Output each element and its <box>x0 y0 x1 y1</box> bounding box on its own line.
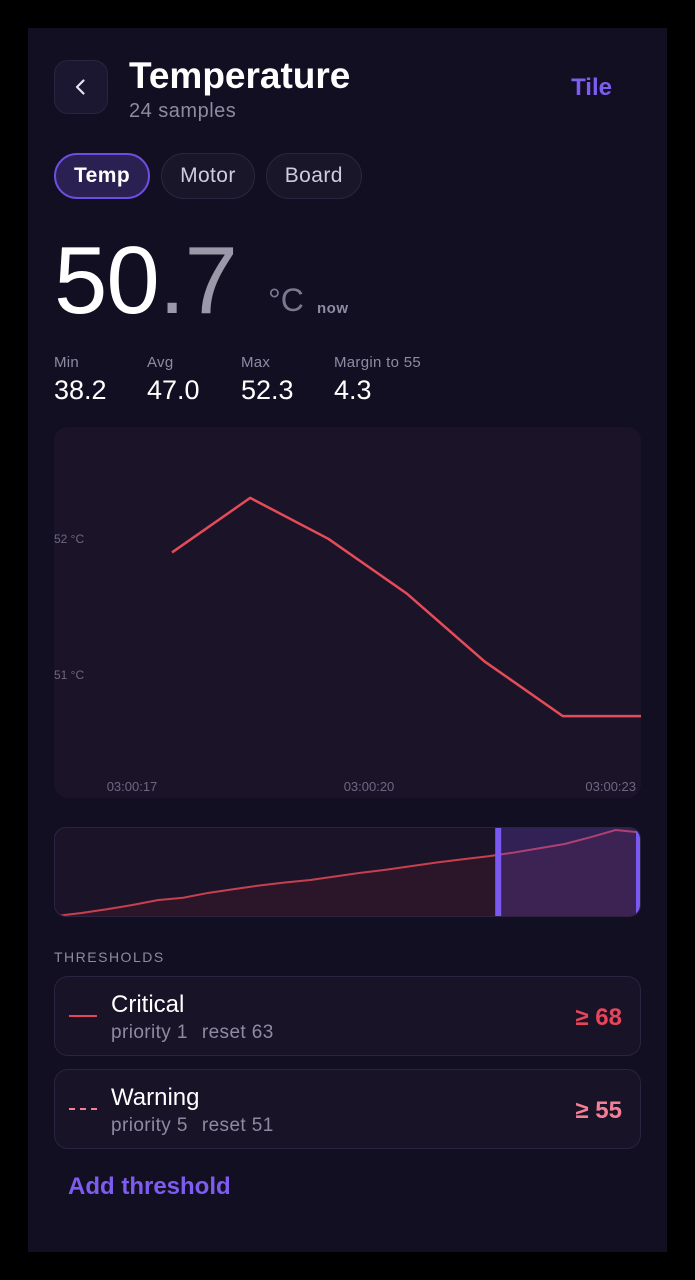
threshold-name: Critical <box>111 991 185 1018</box>
x-tick-label: 03:00:17 <box>107 779 158 794</box>
tab-board[interactable]: Board <box>265 153 362 199</box>
reading-now-label: now <box>317 300 349 317</box>
stat-value: 52.3 <box>241 375 294 405</box>
stat-min: Min 38.2 <box>54 354 107 406</box>
thresholds-heading: THRESHOLDS <box>54 949 165 965</box>
temperature-chart[interactable]: 52 °C 51 °C 03:00:17 03:00:20 03:00:23 <box>54 427 641 798</box>
add-threshold-button[interactable]: Add threshold <box>68 1173 231 1200</box>
series-line <box>171 496 641 718</box>
sample-count: 24 samples <box>129 100 237 122</box>
sensor-tabs: Temp Motor Board <box>54 153 362 199</box>
threshold-priority: priority 1 <box>111 1022 188 1043</box>
tab-temp[interactable]: Temp <box>54 153 151 199</box>
current-reading: 50.7 <box>54 226 238 336</box>
tile-button[interactable]: Tile <box>571 74 612 101</box>
overview-svg <box>55 828 641 917</box>
reading-fraction: .7 <box>158 227 238 334</box>
overview-line <box>55 828 640 916</box>
threshold-meta: priority 1 reset 63 <box>111 1022 274 1044</box>
threshold-warning[interactable]: Warning priority 5 reset 51 ≥ 55 <box>54 1069 641 1149</box>
window-handle-left[interactable] <box>495 828 502 917</box>
line-style-swatch <box>69 1015 97 1017</box>
y-tick-label: 52 °C <box>54 532 84 546</box>
overview-chart[interactable] <box>54 827 641 917</box>
stat-label: Margin to 55 <box>334 354 421 371</box>
window-handle-right[interactable] <box>636 828 641 917</box>
threshold-name: Warning <box>111 1084 200 1111</box>
stat-value: 4.3 <box>334 375 372 405</box>
threshold-priority: priority 5 <box>111 1115 188 1136</box>
x-tick-label: 03:00:20 <box>344 779 395 794</box>
threshold-reset: reset 51 <box>201 1115 274 1136</box>
chevron-left-icon <box>75 79 85 95</box>
threshold-critical[interactable]: Critical priority 1 reset 63 ≥ 68 <box>54 976 641 1056</box>
threshold-meta: priority 5 reset 51 <box>111 1115 274 1137</box>
stat-label: Min <box>54 354 80 371</box>
reading-unit: °C <box>268 282 304 318</box>
overview-window[interactable] <box>498 828 641 917</box>
tab-motor[interactable]: Motor <box>161 153 255 199</box>
stat-label: Max <box>241 354 271 371</box>
stat-margin: Margin to 55 4.3 <box>334 354 421 406</box>
stat-max: Max 52.3 <box>241 354 294 406</box>
threshold-reset: reset 63 <box>201 1022 274 1043</box>
threshold-limit: ≥ 55 <box>575 1097 622 1124</box>
screen: Temperature 24 samples Tile Temp Motor B… <box>28 28 667 1252</box>
stat-value: 47.0 <box>147 375 200 405</box>
x-tick-label: 03:00:23 <box>585 779 636 794</box>
stat-avg: Avg 47.0 <box>147 354 200 406</box>
page-title: Temperature <box>129 55 351 96</box>
threshold-limit: ≥ 68 <box>575 1004 622 1031</box>
stat-value: 38.2 <box>54 375 107 405</box>
y-tick-label: 51 °C <box>54 668 84 682</box>
stat-label: Avg <box>147 354 174 371</box>
chart-svg: 52 °C 51 °C 03:00:17 03:00:20 03:00:23 <box>54 496 641 794</box>
reading-integer: 50 <box>54 227 160 334</box>
back-button[interactable] <box>54 60 108 114</box>
line-style-swatch <box>69 1108 97 1110</box>
